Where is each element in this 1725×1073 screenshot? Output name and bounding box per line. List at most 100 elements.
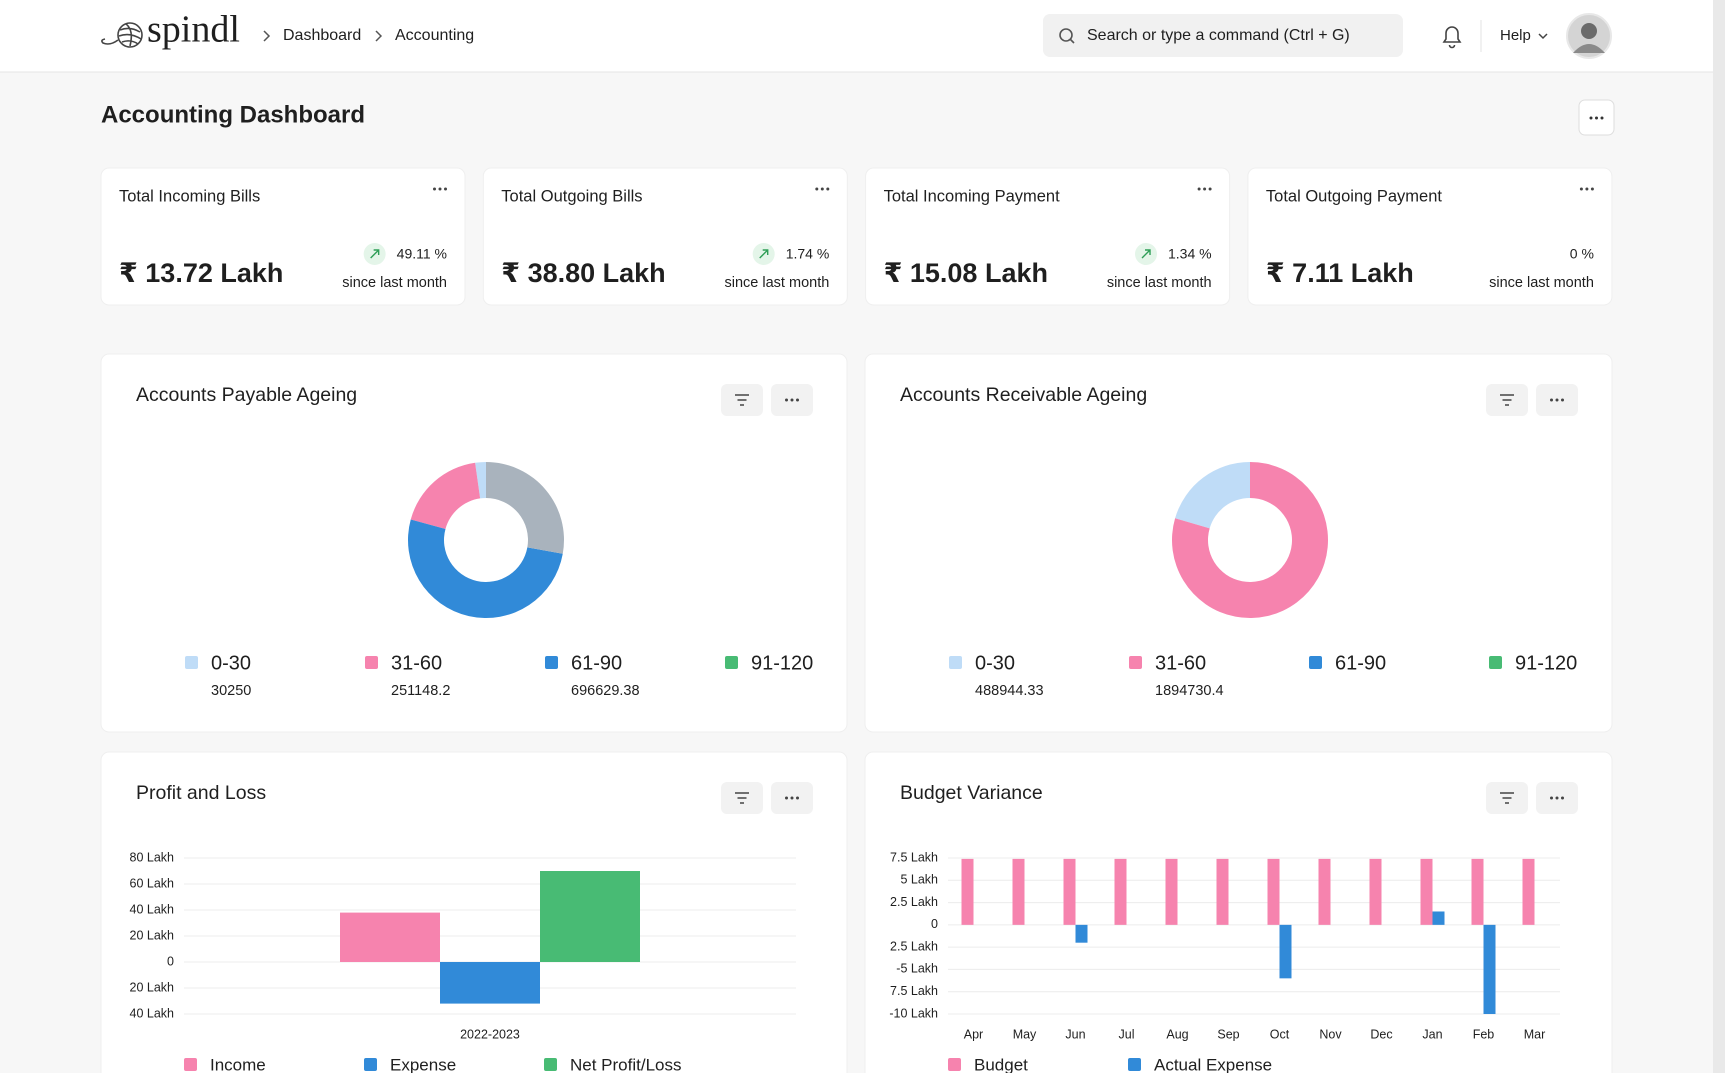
logo-text[interactable]: spindl xyxy=(147,9,240,51)
y-tick-label: 2.5 Lakh xyxy=(890,939,938,953)
donut-slice xyxy=(1171,462,1329,618)
filter-icon xyxy=(735,792,749,804)
panel-title: Budget Variance xyxy=(900,782,1043,804)
kpi-note: since last month xyxy=(342,275,447,291)
x-tick-label: May xyxy=(1013,1027,1037,1041)
panel-menu-dot xyxy=(785,796,788,800)
kpi-menu-dot xyxy=(815,187,819,191)
y-tick-label: 80 Lakh xyxy=(130,850,175,864)
y-tick-label: 2.5 Lakh xyxy=(890,895,938,909)
bar xyxy=(340,912,440,962)
filter-icon xyxy=(1500,394,1514,406)
x-tick-label: Aug xyxy=(1166,1027,1188,1041)
kpi-note: since last month xyxy=(725,275,830,291)
kpi-title: Total Outgoing Payment xyxy=(1266,187,1443,205)
kpi-note: since last month xyxy=(1489,275,1594,291)
panel-title: Accounts Receivable Ageing xyxy=(900,384,1147,406)
bar xyxy=(1267,858,1280,925)
legend-label: 31-60 xyxy=(1155,652,1206,674)
bar xyxy=(1075,924,1088,943)
kpi-menu-dot xyxy=(1585,187,1589,191)
y-tick-label: -10 Lakh xyxy=(889,1006,938,1020)
filter-icon xyxy=(735,394,749,406)
bar xyxy=(1012,858,1025,925)
legend-label: 91-120 xyxy=(1515,652,1577,674)
kpi-title: Total Incoming Payment xyxy=(884,187,1061,205)
y-tick-label: 60 Lakh xyxy=(130,876,175,890)
x-tick-label: Nov xyxy=(1319,1027,1342,1041)
help-menu[interactable]: Help xyxy=(1500,27,1531,44)
y-tick-label: 40 Lakh xyxy=(130,902,175,916)
scrollbar-track xyxy=(1713,0,1725,1073)
chart-panel xyxy=(864,751,1613,1073)
bar xyxy=(1420,858,1433,925)
panel-menu-dot xyxy=(1550,796,1553,800)
kpi-menu-dot xyxy=(433,187,436,191)
x-tick-label: 2022-2023 xyxy=(460,1027,520,1041)
breadcrumb[interactable]: Accounting xyxy=(395,27,474,44)
donut-slice xyxy=(408,519,563,618)
kpi-card xyxy=(1247,167,1613,306)
x-tick-label: Oct xyxy=(1270,1027,1290,1041)
legend-swatch xyxy=(184,1058,197,1071)
y-tick-label: 7.5 Lakh xyxy=(890,850,938,864)
legend-label: Net Profit/Loss xyxy=(570,1055,682,1073)
legend-label: Expense xyxy=(390,1055,456,1073)
kpi-menu-dot xyxy=(1203,187,1207,191)
x-tick-label: Sep xyxy=(1217,1027,1239,1041)
kpi-title: Total Incoming Bills xyxy=(119,187,260,205)
kpi-menu-dot xyxy=(438,187,442,191)
panel-menu-dot xyxy=(1555,398,1559,402)
kpi-amount: ₹ 13.72 Lakh xyxy=(119,258,283,288)
chart-panel xyxy=(100,353,848,733)
bar xyxy=(1369,858,1382,925)
legend-swatch xyxy=(725,656,738,669)
legend-value: 251148.2 xyxy=(391,683,450,699)
x-tick-label: Jul xyxy=(1119,1027,1135,1041)
legend-swatch xyxy=(185,656,198,669)
kpi-card xyxy=(100,167,466,306)
legend-swatch xyxy=(1128,1058,1141,1071)
avatar-body xyxy=(1573,44,1605,53)
bar xyxy=(1318,858,1331,925)
kpi-menu-dot xyxy=(1590,187,1594,191)
legend-swatch xyxy=(948,1058,961,1071)
legend-label: Income xyxy=(210,1055,266,1073)
legend-label: Actual Expense xyxy=(1154,1055,1272,1073)
panel-menu-dot xyxy=(796,398,799,402)
panel-menu-dot xyxy=(1561,398,1564,402)
donut-slice xyxy=(1175,462,1250,529)
search-icon xyxy=(1059,28,1075,44)
bar xyxy=(1216,858,1229,925)
kpi-change: 1.34 % xyxy=(1168,246,1212,262)
kpi-note: since last month xyxy=(1107,275,1212,291)
bar xyxy=(1522,858,1535,925)
legend-swatch xyxy=(1489,656,1502,669)
panel-menu-dot xyxy=(790,398,794,402)
breadcrumb-separator xyxy=(375,30,383,42)
avatar-head xyxy=(1581,23,1597,39)
x-tick-label: Dec xyxy=(1370,1027,1392,1041)
panel-title: Accounts Payable Ageing xyxy=(136,384,357,406)
search-placeholder: Search or type a command (Ctrl + G) xyxy=(1087,27,1350,44)
chart-panel xyxy=(100,751,848,1073)
legend-label: 61-90 xyxy=(1335,652,1386,674)
y-tick-label: -5 Lakh xyxy=(896,962,938,976)
search-box[interactable] xyxy=(1043,14,1403,57)
logo-icon[interactable] xyxy=(101,22,143,48)
panel-menu-dot xyxy=(790,796,794,800)
kpi-menu-dot xyxy=(1197,187,1201,191)
breadcrumb[interactable]: Dashboard xyxy=(283,27,361,44)
notification-bell[interactable] xyxy=(1442,26,1462,49)
panel-menu-dot xyxy=(1555,796,1559,800)
kpi-menu-dot xyxy=(444,187,447,191)
trend-arrow xyxy=(759,249,769,259)
legend-swatch xyxy=(364,1058,377,1071)
bar xyxy=(961,858,974,925)
legend-swatch xyxy=(949,656,962,669)
x-tick-label: Feb xyxy=(1473,1027,1495,1041)
kpi-title: Total Outgoing Bills xyxy=(501,187,642,205)
donut-slice xyxy=(410,462,481,529)
